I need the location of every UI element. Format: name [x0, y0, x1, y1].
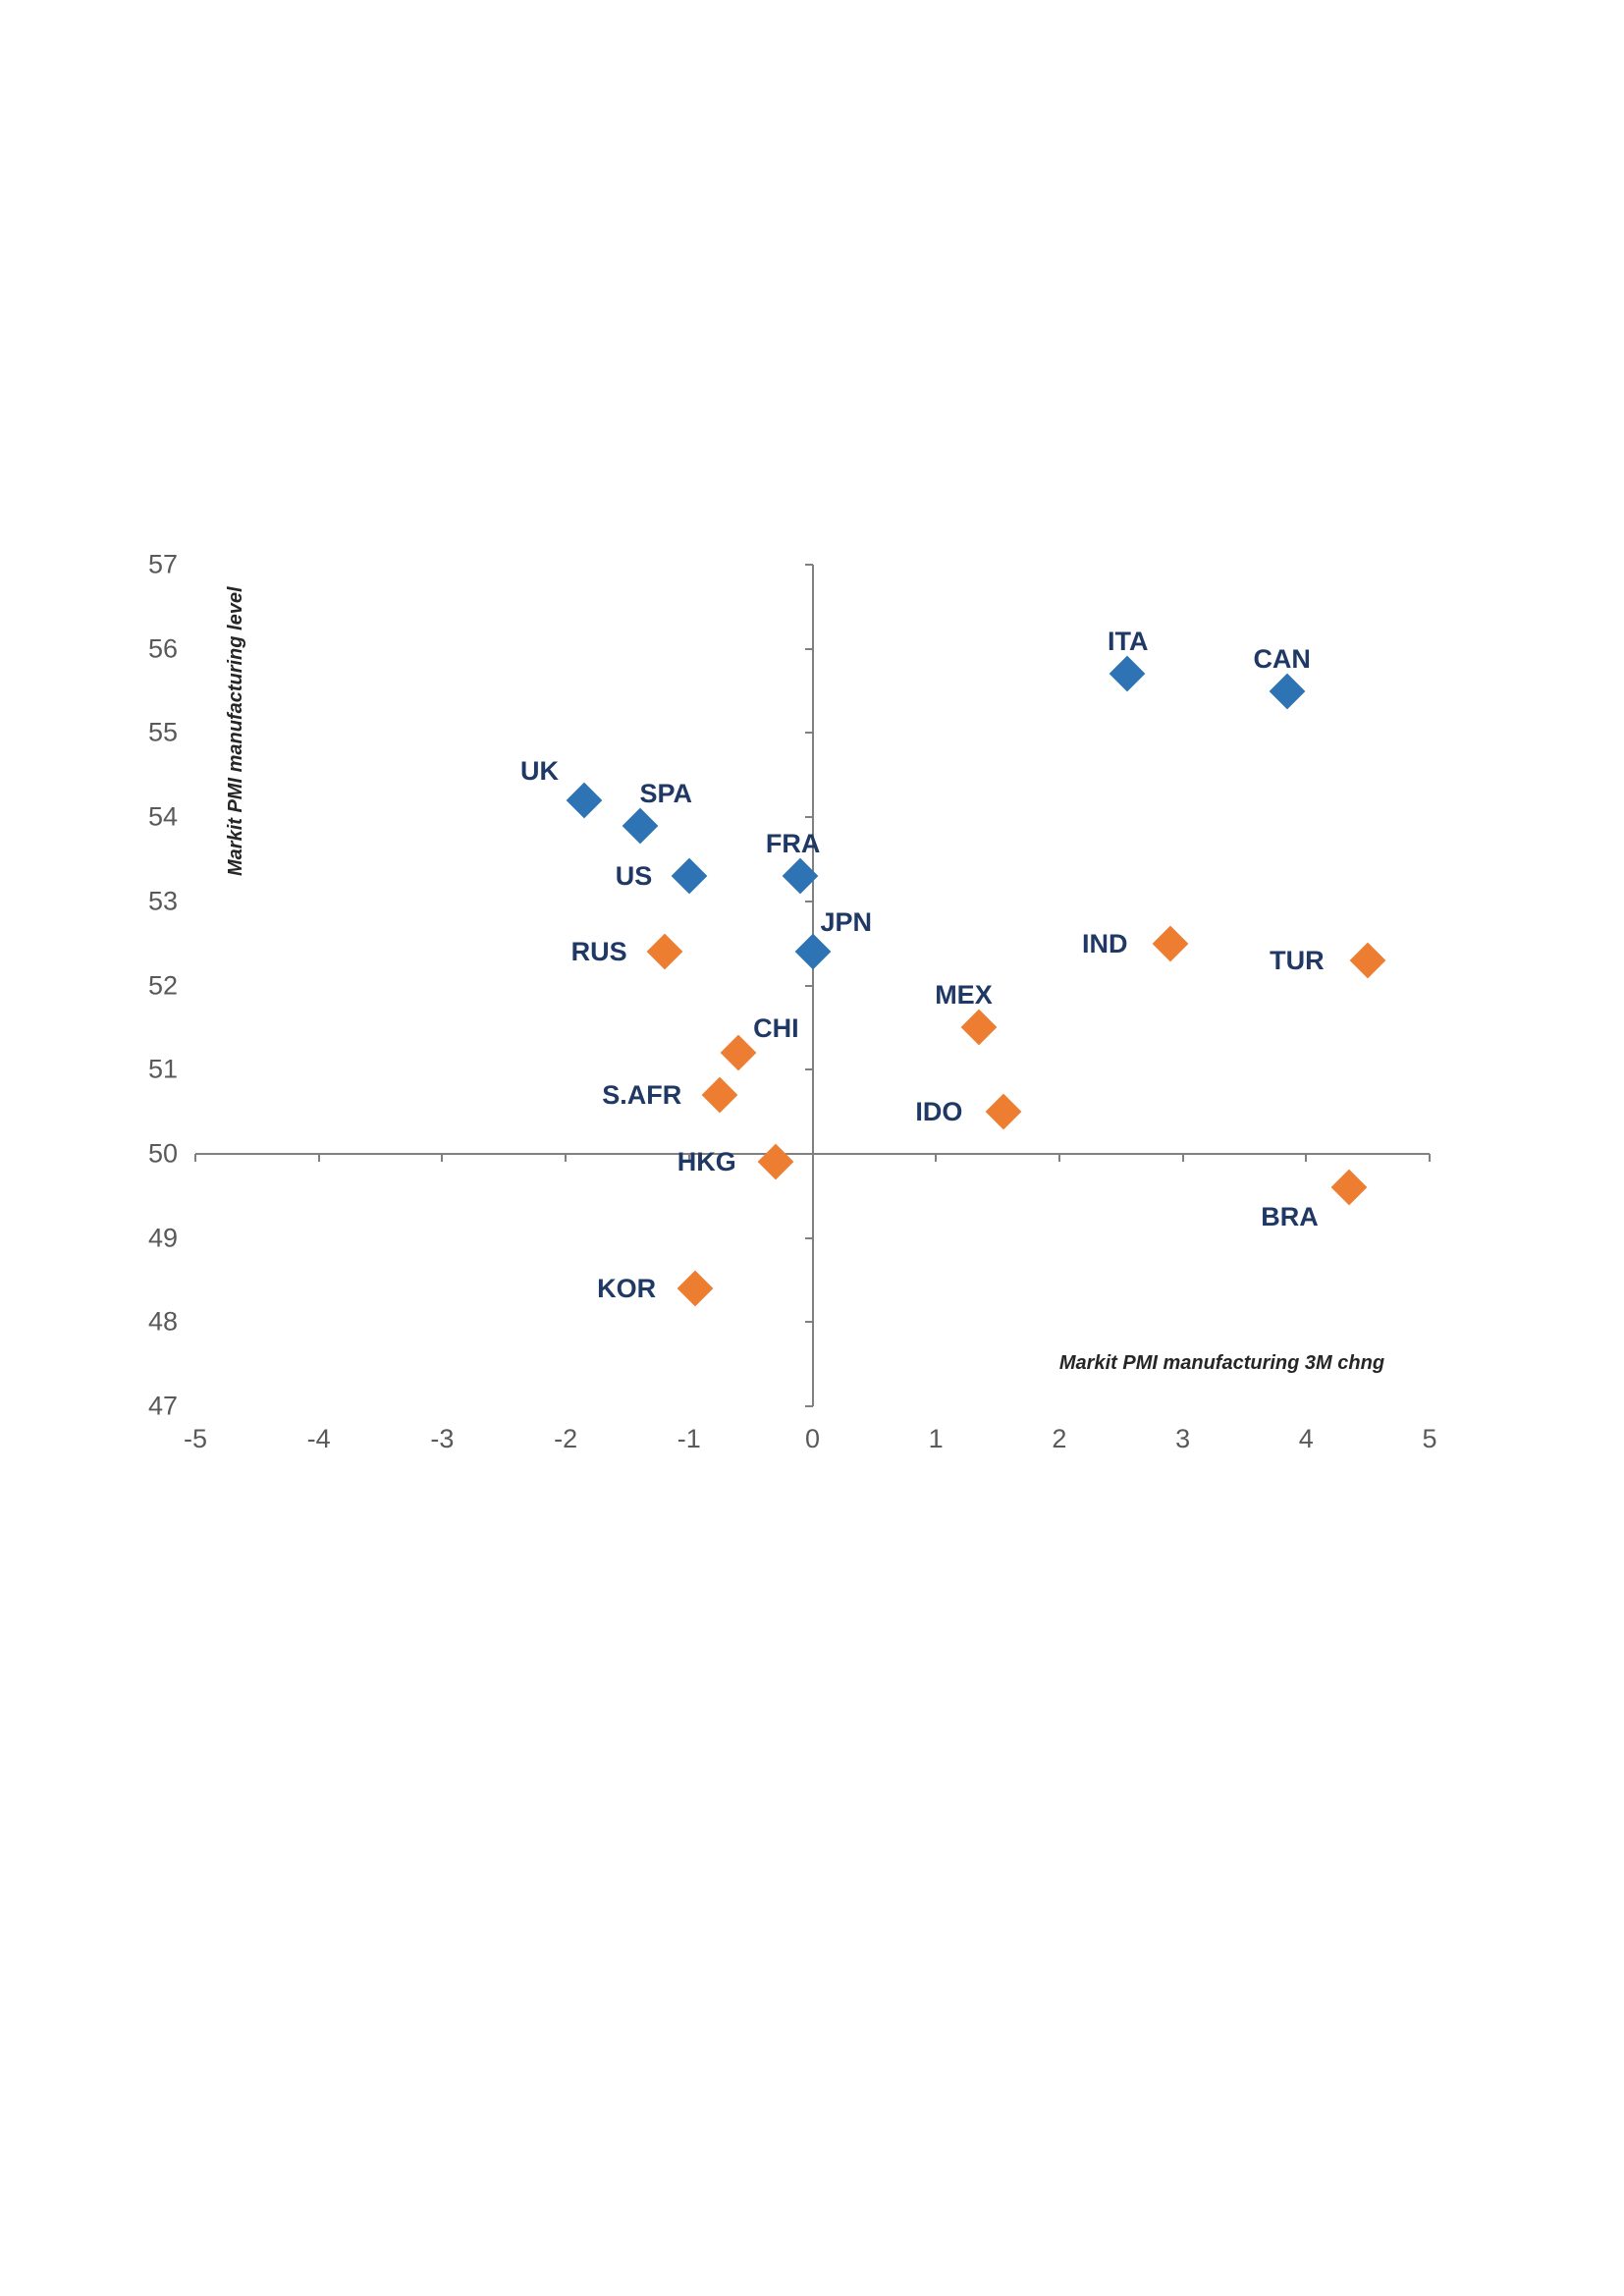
x-tick-label: -2 [554, 1424, 577, 1454]
scatter-chart: -5 -4 -3 -2 -1 0 1 2 3 4 5 47 48 49 50 51 52 53 54 55 56 57 Ma… [0, 0, 1624, 2296]
x-axis-title: Markit PMI manufacturing 3M chng [1059, 1352, 1384, 1375]
data-label: UK [520, 756, 559, 787]
data-marker [986, 1094, 1022, 1130]
x-tick-label: 5 [1422, 1424, 1436, 1454]
y-tick-mark [805, 816, 813, 818]
y-axis-title: Markit PMI manufacturing level [225, 587, 247, 877]
x-tick-mark [318, 1154, 320, 1162]
x-tick-mark [1429, 1154, 1431, 1162]
y-tick-label: 55 [148, 718, 178, 748]
x-tick-label: 2 [1052, 1424, 1066, 1454]
x-tick-label: 3 [1175, 1424, 1190, 1454]
y-tick-mark [805, 1153, 813, 1155]
data-label: RUS [571, 937, 627, 967]
x-tick-mark [565, 1154, 567, 1162]
data-label: ITA [1108, 627, 1149, 657]
x-tick-label: -3 [430, 1424, 454, 1454]
y-tick-label: 54 [148, 802, 178, 833]
y-tick-label: 50 [148, 1138, 178, 1169]
data-label: BRA [1261, 1202, 1319, 1232]
x-tick-label: -4 [307, 1424, 331, 1454]
y-tick-mark [805, 1237, 813, 1239]
x-tick-mark [441, 1154, 443, 1162]
x-tick-mark [1058, 1154, 1060, 1162]
data-label: CAN [1253, 644, 1311, 675]
data-label: IDO [915, 1097, 962, 1127]
data-marker [677, 1271, 714, 1307]
y-tick-mark [805, 564, 813, 566]
y-tick-label: 48 [148, 1307, 178, 1338]
x-tick-label: 0 [805, 1424, 820, 1454]
data-label: MEX [935, 980, 993, 1011]
data-marker [757, 1144, 793, 1180]
x-tick-mark [1305, 1154, 1307, 1162]
data-marker [1331, 1170, 1368, 1206]
y-tick-label: 56 [148, 633, 178, 664]
data-marker [646, 934, 682, 970]
y-tick-label: 49 [148, 1223, 178, 1253]
data-marker [702, 1077, 738, 1114]
data-marker [1153, 925, 1189, 961]
y-tick-label: 53 [148, 886, 178, 916]
y-tick-label: 47 [148, 1392, 178, 1422]
data-marker [622, 807, 658, 844]
data-label: US [616, 861, 653, 892]
y-tick-mark [805, 985, 813, 987]
x-tick-mark [935, 1154, 937, 1162]
x-tick-label: -1 [677, 1424, 701, 1454]
data-marker [961, 1010, 998, 1046]
x-tick-label: 1 [929, 1424, 944, 1454]
y-tick-mark [805, 1321, 813, 1323]
y-tick-mark [805, 1068, 813, 1070]
data-label: FRA [766, 829, 821, 859]
x-tick-mark [1182, 1154, 1184, 1162]
data-marker [1350, 942, 1386, 978]
data-label: SPA [640, 779, 693, 809]
data-marker [1270, 673, 1306, 709]
data-label: IND [1082, 929, 1128, 959]
data-label: TUR [1270, 946, 1325, 976]
data-label: CHI [753, 1013, 799, 1044]
data-marker [1110, 656, 1146, 692]
data-marker [567, 783, 603, 819]
y-tick-label: 52 [148, 970, 178, 1001]
data-marker [794, 934, 831, 970]
y-tick-label: 51 [148, 1055, 178, 1085]
data-label: S.AFR [602, 1080, 681, 1111]
x-tick-label: -5 [184, 1424, 207, 1454]
y-tick-mark [805, 648, 813, 650]
x-tick-mark [812, 1154, 814, 1162]
y-tick-mark [805, 901, 813, 902]
x-tick-label: 4 [1299, 1424, 1314, 1454]
data-label: JPN [821, 907, 873, 938]
y-tick-label: 57 [148, 550, 178, 580]
y-tick-mark [805, 732, 813, 734]
y-tick-mark [805, 1405, 813, 1407]
data-marker [721, 1035, 757, 1071]
x-tick-mark [194, 1154, 196, 1162]
data-marker [671, 858, 707, 895]
data-label: KOR [597, 1274, 656, 1304]
data-label: HKG [677, 1147, 736, 1177]
